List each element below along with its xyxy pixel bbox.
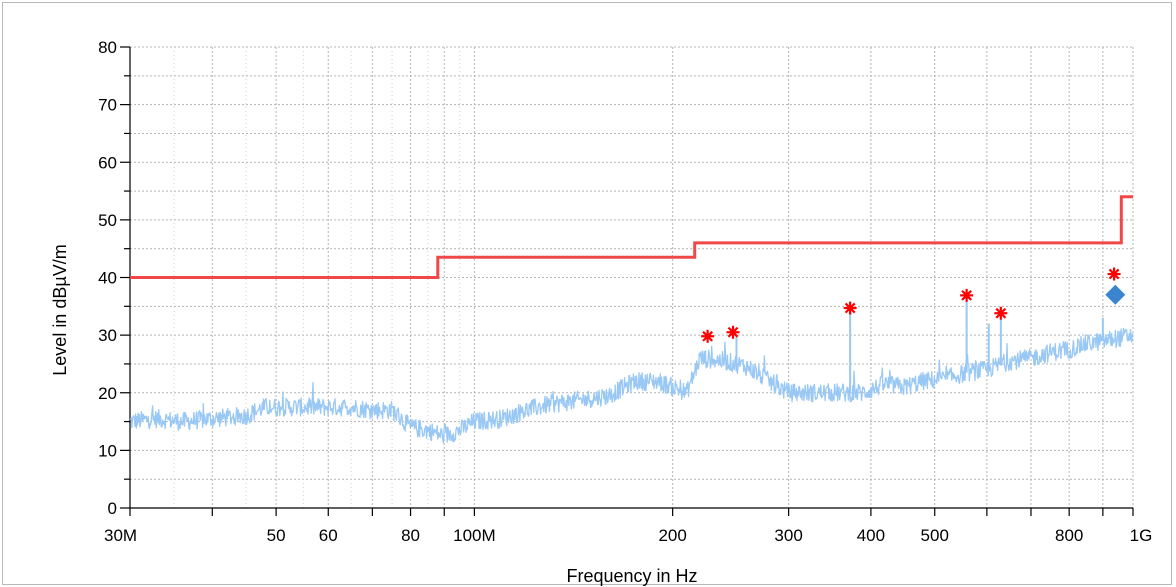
- peak-marker: [701, 329, 715, 343]
- x-tick-label: 400: [857, 526, 885, 545]
- peak-marker-stroke: [702, 330, 713, 342]
- x-tick-label: 800: [1055, 526, 1083, 545]
- x-tick-label: 500: [921, 526, 949, 545]
- y-tick-label: 40: [98, 269, 117, 288]
- y-tick-label: 20: [98, 384, 117, 403]
- peak-marker: [726, 325, 740, 339]
- y-tick-label: 10: [98, 441, 117, 460]
- final-measurement-marker: [1105, 284, 1126, 305]
- peak-marker-stroke: [961, 289, 973, 301]
- limit-line: [130, 195, 1133, 279]
- peak-marker: [994, 306, 1008, 320]
- x-tick-label: 80: [401, 526, 420, 545]
- x-tick-label: 60: [319, 526, 338, 545]
- x-tick-label: 300: [774, 526, 802, 545]
- y-tick-label: 30: [98, 326, 117, 345]
- x-tick-label: 50: [267, 526, 286, 545]
- peak-marker-stroke: [1108, 268, 1120, 280]
- y-tick-label: 60: [98, 153, 117, 172]
- peak-marker: [960, 288, 974, 302]
- x-tick-label: 30M: [104, 526, 137, 545]
- x-tick-label: 100M: [453, 526, 496, 545]
- peak-marker-stroke: [995, 307, 1007, 319]
- y-axis-title: Level in dBµV/m: [50, 244, 70, 375]
- y-tick-label: 70: [98, 96, 117, 115]
- peak-marker-stroke: [844, 302, 856, 314]
- measurement-trace: [129, 327, 1134, 444]
- x-tick-label: 200: [658, 526, 686, 545]
- peak-marker-stroke: [727, 326, 739, 338]
- x-axis-title: Frequency in Hz: [566, 566, 697, 586]
- x-tick-label: 1G: [1130, 526, 1153, 545]
- peak-marker: [1107, 267, 1121, 281]
- markers: [701, 267, 1126, 343]
- y-tick-label: 0: [108, 499, 117, 518]
- series: [129, 195, 1134, 444]
- peak-marker: [843, 301, 857, 315]
- y-tick-label: 80: [98, 38, 117, 57]
- y-tick-label: 50: [98, 211, 117, 230]
- ticks: 0 10 20 30 40 50 60 70 80 30M 50 60 80 100M 200 300 400 5…: [98, 38, 1152, 545]
